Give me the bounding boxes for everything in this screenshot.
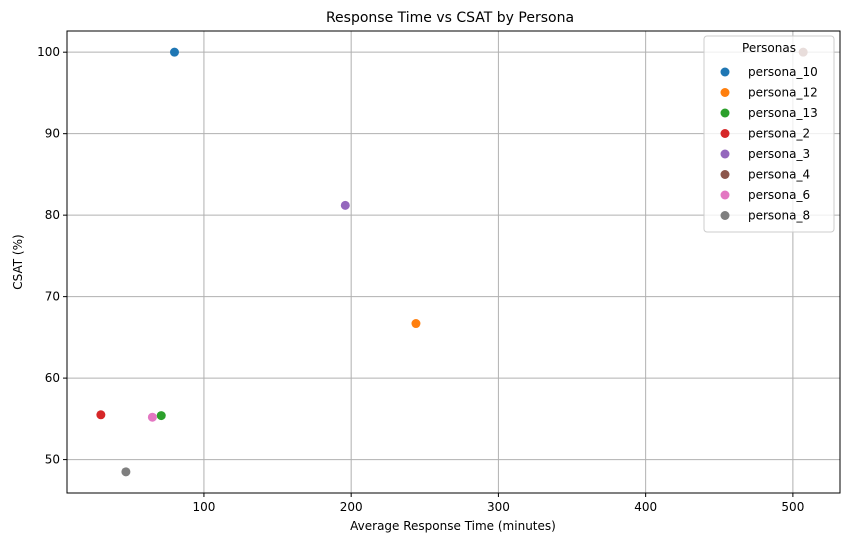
legend-label-persona_12: persona_12 <box>748 86 818 100</box>
legend-label-persona_10: persona_10 <box>748 65 818 79</box>
data-point-persona_13 <box>156 411 166 421</box>
y-axis-ticks: 50 60 70 80 90 100 <box>37 45 67 467</box>
data-point-persona_12 <box>411 319 421 329</box>
legend-label-persona_2: persona_2 <box>748 127 810 141</box>
x-tick-label: 100 <box>192 500 215 514</box>
legend-marker-persona_13 <box>720 108 730 118</box>
legend-marker-persona_10 <box>720 67 730 77</box>
legend-marker-persona_8 <box>720 211 730 220</box>
x-tick-label: 500 <box>781 500 804 514</box>
legend-marker-persona_12 <box>720 88 730 97</box>
legend-items: persona_10 persona_12 persona_13 persona_2p… <box>720 65 818 223</box>
plot-frame <box>66 30 841 494</box>
data-point-persona_8 <box>121 467 131 477</box>
y-tick-label: 70 <box>45 290 60 304</box>
legend-label-persona_3: persona_3 <box>748 147 810 161</box>
legend-marker-persona_6 <box>720 190 730 200</box>
legend-title: Personas <box>742 41 796 55</box>
y-tick-label: 50 <box>45 453 60 467</box>
legend-label-persona_6: persona_6 <box>748 188 810 202</box>
legend-marker-persona_4 <box>720 170 730 179</box>
data-point-persona_10 <box>169 47 179 57</box>
y-tick-label: 100 <box>37 45 60 59</box>
chart-title: Response Time vs CSAT by Persona <box>326 10 574 26</box>
y-tick-label: 60 <box>45 371 60 385</box>
legend: Personas persona_10persona_12persona_13p… <box>703 35 835 233</box>
legend-label-persona_4: persona_4 <box>748 168 810 182</box>
legend-box <box>703 35 835 233</box>
x-axis-ticks: 100 200 300 400 500 <box>192 493 804 514</box>
data-point-persona_6 <box>147 412 157 422</box>
legend-label-persona_13: persona_13 <box>748 106 818 120</box>
x-tick-label: 200 <box>340 500 363 514</box>
data-points <box>96 47 808 477</box>
legend-label-persona_8: persona_8 <box>748 209 810 223</box>
y-tick-label: 90 <box>45 127 60 141</box>
x-axis-label: Average Response Time (minutes) <box>350 519 556 533</box>
y-tick-label: 80 <box>45 208 60 222</box>
y-axis-label: CSAT (%) <box>11 234 25 289</box>
data-point-persona_2 <box>96 410 106 420</box>
legend-marker-persona_3 <box>720 149 730 159</box>
x-tick-label: 300 <box>487 500 510 514</box>
x-tick-label: 400 <box>634 500 657 514</box>
legend-marker-persona_2 <box>720 129 730 138</box>
data-point-persona_3 <box>340 200 350 210</box>
